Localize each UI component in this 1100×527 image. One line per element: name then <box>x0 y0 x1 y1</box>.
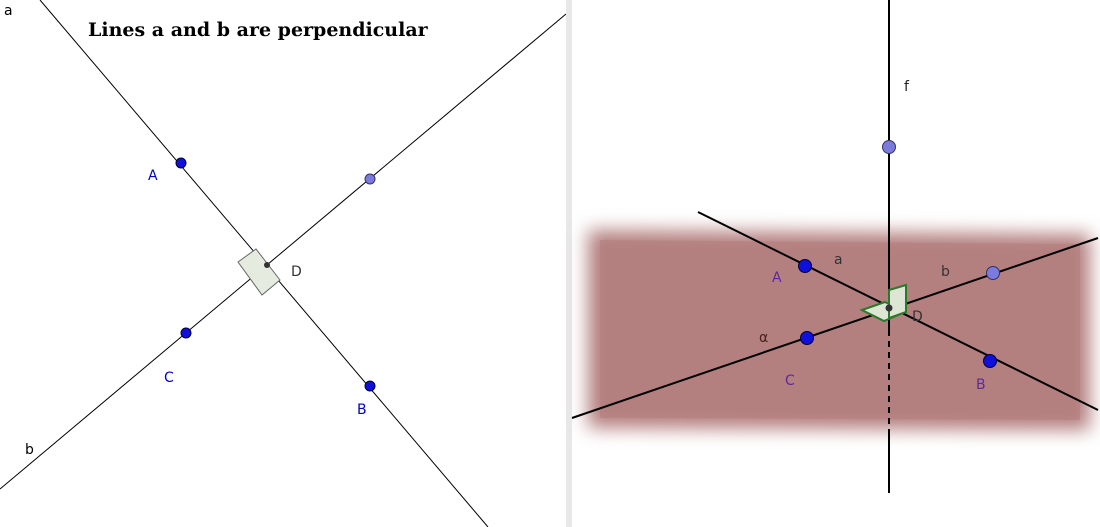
label: D <box>291 264 302 280</box>
point[interactable] <box>364 173 376 185</box>
label: b <box>25 442 34 458</box>
label: B <box>357 402 367 418</box>
point[interactable] <box>798 259 812 273</box>
point[interactable] <box>264 262 270 268</box>
title: Lines a and b are perpendicular <box>88 19 429 41</box>
point[interactable] <box>364 380 376 392</box>
point[interactable] <box>800 331 814 345</box>
label: f <box>904 79 910 95</box>
label: a <box>4 3 13 19</box>
line-b[interactable] <box>0 13 567 490</box>
label: a <box>834 252 843 268</box>
line-b[interactable] <box>571 237 1099 419</box>
divider[interactable] <box>566 0 572 527</box>
label: α <box>759 330 768 346</box>
point[interactable] <box>882 140 896 154</box>
graphics-view-3d: f a b A B C D α <box>571 0 1099 493</box>
label: B <box>976 377 986 393</box>
point[interactable] <box>983 354 997 368</box>
point[interactable] <box>986 266 1000 280</box>
point[interactable] <box>175 157 187 169</box>
label: b <box>941 264 950 280</box>
label: C <box>785 373 795 389</box>
label: C <box>164 370 174 386</box>
view-background <box>0 0 566 527</box>
label: D <box>912 309 923 325</box>
right-angle-marker[interactable] <box>237 248 281 296</box>
graphics-view-2d: Lines a and b are perpendicular a b A B … <box>0 0 567 527</box>
label: A <box>772 270 782 286</box>
point[interactable] <box>180 327 192 339</box>
label: A <box>148 168 158 184</box>
point[interactable] <box>885 304 893 312</box>
right-angle-marker[interactable] <box>888 283 907 320</box>
